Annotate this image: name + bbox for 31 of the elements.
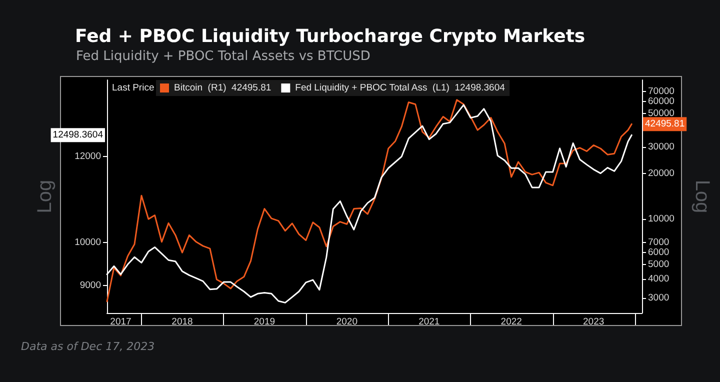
- legend-label: Bitcoin (R1) 42495.81: [174, 82, 272, 94]
- x-tick-label: 2018: [172, 316, 193, 328]
- y2-tick-label: 4000: [648, 274, 670, 285]
- y-tick-label: 10000: [74, 237, 101, 248]
- x-tick-label: 2023: [583, 316, 604, 328]
- chart-subtitle: Fed Liquidity + PBOC Total Assets vs BTCUSD: [76, 49, 370, 64]
- legend-label: Fed Liquidity + PBOC Total Ass (L1) 12498.3604: [295, 82, 505, 94]
- y2-tick-label: 60000: [648, 96, 674, 107]
- text: Data as of Dec 17, 2023: [21, 340, 155, 353]
- y2-tick-label: 6000: [648, 247, 670, 258]
- x-tick-label: 2019: [254, 316, 276, 328]
- y2-tick-label: 3000: [648, 292, 670, 304]
- x-tick-label: 2021: [418, 316, 440, 328]
- chart-title: Fed + PBOC Liquidity Turbocharge Crypto Markets: [75, 26, 586, 47]
- x-tick-label: 2022: [500, 316, 522, 328]
- text: 12498.3604: [52, 130, 103, 141]
- legend-title: Last Price: [112, 82, 154, 94]
- data-label: 42495.81: [645, 118, 685, 130]
- y-tick-label: 12000: [74, 151, 101, 162]
- y2-tick-label: 20000: [648, 168, 674, 180]
- y2-tick-label: 30000: [648, 141, 674, 152]
- x-tick-label: 2020: [336, 316, 358, 328]
- y2-tick-label: 70000: [648, 86, 674, 97]
- y2-axis-title: Log: [691, 180, 713, 214]
- x-tick-label: 2017: [110, 316, 132, 328]
- y-tick-label: 9000: [80, 280, 101, 291]
- y2-tick-label: 5000: [648, 259, 670, 270]
- y2-tick-label: 10000: [648, 214, 674, 225]
- y2-tick-label: 50000: [648, 108, 674, 119]
- y-axis-title: Log: [34, 180, 56, 214]
- y2-tick-label: 7000: [648, 236, 670, 248]
